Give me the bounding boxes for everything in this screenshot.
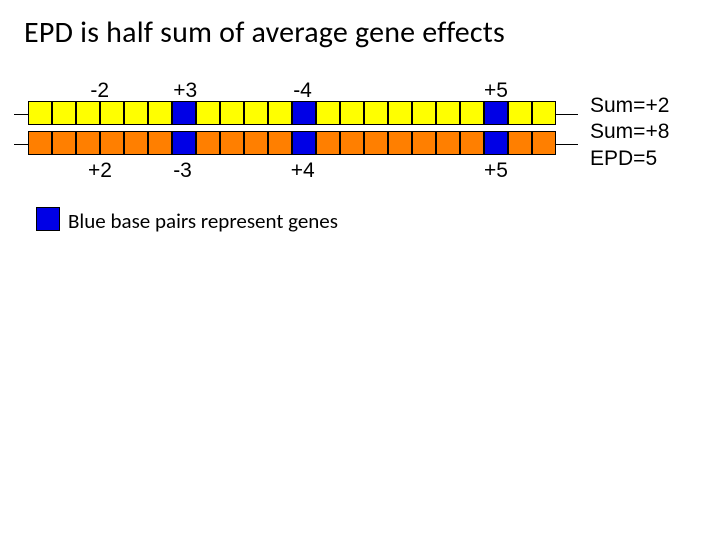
base-pair-box: [316, 131, 340, 155]
base-pair-box: [52, 131, 76, 155]
gene-effect-label: +5: [484, 79, 508, 103]
strand-boxes-2: [28, 131, 556, 157]
sum-row-1: Sum=+2: [590, 93, 669, 119]
strand-extender-right: [556, 114, 578, 115]
base-pair-box: [244, 101, 268, 125]
diagram-canvas: -2 +3 -4 +5 +2 -3 +4 +5 Sum=+2 Sum=+8 EPD=5 Bl…: [0, 51, 720, 251]
base-pair-box: [244, 131, 268, 155]
base-pair-box: [364, 101, 388, 125]
base-pair-box: [100, 101, 124, 125]
base-pair-box: [508, 131, 532, 155]
base-pair-box: [388, 131, 412, 155]
gene-effect-label: +3: [173, 79, 197, 103]
gene-box: [292, 101, 316, 125]
base-pair-box: [124, 131, 148, 155]
base-pair-box: [268, 101, 292, 125]
gene-box: [292, 131, 316, 155]
base-pair-box: [76, 101, 100, 125]
strand-extender-right: [556, 144, 578, 145]
gene-effect-label: -2: [90, 79, 109, 103]
base-pair-box: [436, 131, 460, 155]
base-pair-box: [412, 101, 436, 125]
strand-extender-left: [14, 144, 28, 145]
gene-effect-label: +4: [291, 159, 315, 183]
base-pair-box: [220, 101, 244, 125]
gene-box: [172, 101, 196, 125]
base-pair-box: [340, 131, 364, 155]
gene-box: [484, 131, 508, 155]
base-pair-box: [220, 131, 244, 155]
base-pair-box: [436, 101, 460, 125]
base-pair-box: [196, 131, 220, 155]
base-pair-box: [52, 101, 76, 125]
base-pair-box: [388, 101, 412, 125]
base-pair-box: [148, 101, 172, 125]
base-pair-box: [532, 101, 556, 125]
strand-extender-left: [14, 114, 28, 115]
gene-effect-label: -3: [173, 159, 192, 183]
base-pair-box: [196, 101, 220, 125]
summary-block: Sum=+2 Sum=+8 EPD=5: [590, 93, 669, 172]
gene-box: [484, 101, 508, 125]
base-pair-box: [316, 101, 340, 125]
base-pair-box: [508, 101, 532, 125]
epd-result: EPD=5: [590, 146, 669, 172]
strand-boxes-1: [28, 101, 556, 127]
page-title: EPD is half sum of average gene effects: [0, 0, 720, 51]
base-pair-box: [76, 131, 100, 155]
gene-effect-label: +5: [484, 159, 508, 183]
base-pair-box: [460, 131, 484, 155]
legend-label: Blue base pairs represent genes: [68, 208, 338, 234]
gene-effect-label: +2: [88, 159, 112, 183]
base-pair-box: [412, 131, 436, 155]
base-pair-box: [532, 131, 556, 155]
sum-row-2: Sum=+8: [590, 119, 669, 145]
base-pair-box: [124, 101, 148, 125]
base-pair-box: [268, 131, 292, 155]
legend-swatch-icon: [36, 207, 60, 231]
base-pair-box: [100, 131, 124, 155]
base-pair-box: [28, 131, 52, 155]
gene-box: [172, 131, 196, 155]
base-pair-box: [340, 101, 364, 125]
base-pair-box: [148, 131, 172, 155]
base-pair-box: [28, 101, 52, 125]
base-pair-box: [364, 131, 388, 155]
gene-effect-label: -4: [293, 79, 312, 103]
base-pair-box: [460, 101, 484, 125]
